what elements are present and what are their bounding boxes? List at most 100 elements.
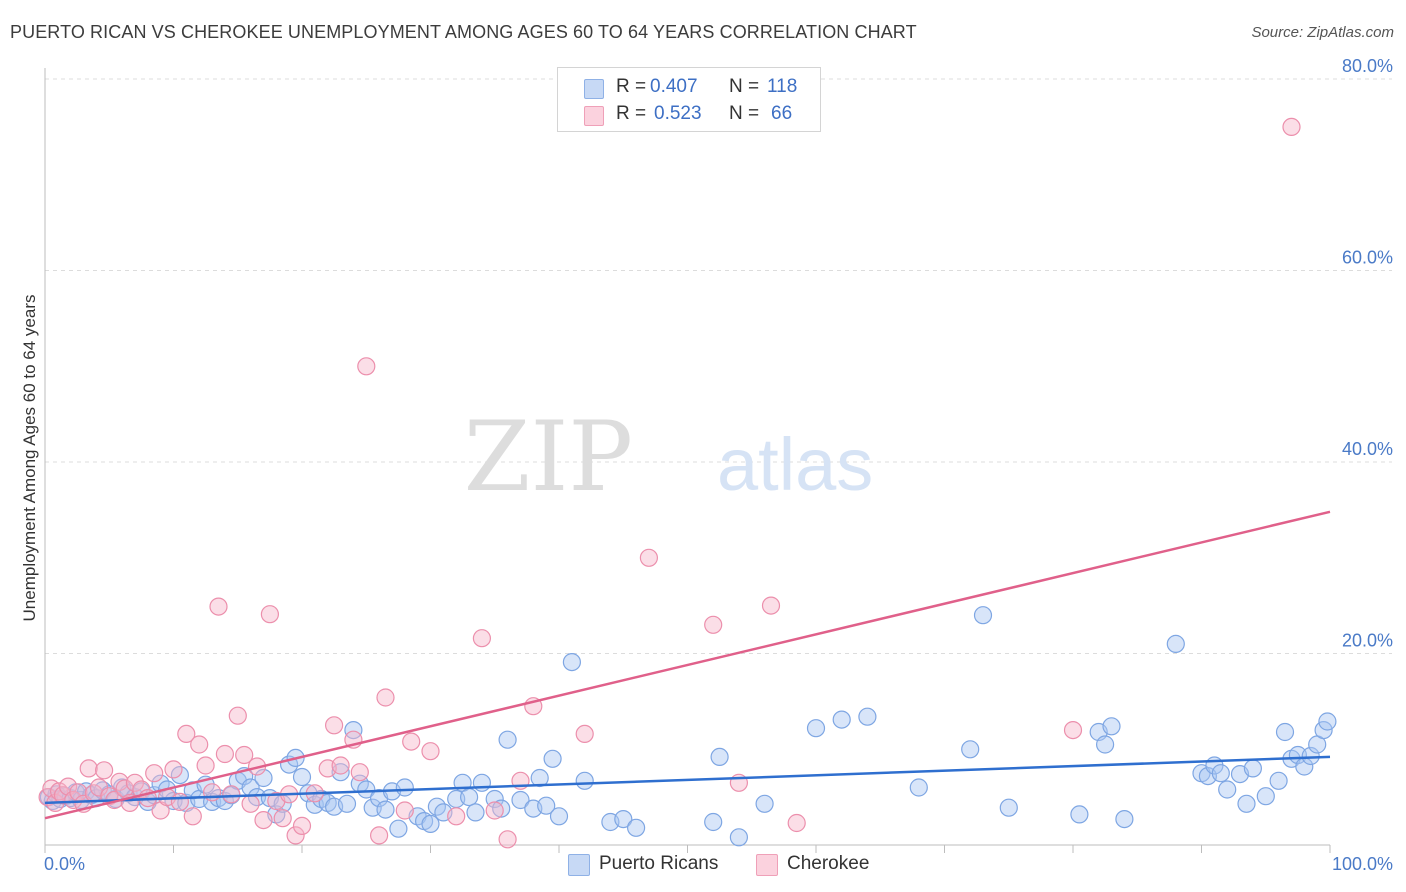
y-tick-label: 20.0% (1342, 631, 1393, 651)
y-tick-label: 40.0% (1342, 439, 1393, 459)
point-cherokee (94, 761, 114, 780)
point-puerto-ricans (1095, 735, 1115, 754)
point-puerto-ricans (1314, 720, 1333, 740)
x-tick-label: 0.0% (44, 854, 85, 874)
trend-line-cherokee (44, 510, 1331, 820)
point-cherokee (575, 724, 594, 744)
point-puerto-ricans (530, 768, 549, 788)
point-cherokee (209, 597, 228, 616)
point-puerto-ricans (858, 707, 877, 726)
point-puerto-ricans (704, 812, 723, 832)
point-cherokee (325, 716, 344, 735)
point-cherokee (183, 807, 202, 826)
point-cherokee (79, 759, 98, 778)
point-puerto-ricans (421, 814, 440, 834)
legend-r-value: 0.407 (650, 76, 698, 97)
point-puerto-ricans (357, 780, 376, 799)
point-puerto-ricans (999, 798, 1018, 817)
point-cherokee (292, 816, 312, 836)
point-cherokee (145, 764, 164, 783)
data-points (38, 117, 1337, 849)
point-cherokee (125, 773, 144, 792)
legend-n-label: N = (729, 76, 760, 97)
gridlines (45, 78, 1392, 654)
point-cherokee (485, 801, 504, 820)
point-puerto-ricans (909, 778, 928, 797)
point-puerto-ricans (511, 790, 530, 810)
point-cherokee (254, 810, 273, 830)
point-puerto-ricans (492, 799, 511, 818)
point-cherokee (170, 792, 189, 812)
point-cherokee (190, 735, 209, 754)
point-puerto-ricans (549, 807, 569, 826)
y-tick-label: 60.0% (1342, 248, 1393, 268)
point-puerto-ricans (344, 720, 363, 740)
point-puerto-ricans (395, 778, 414, 797)
chart-title: PUERTO RICAN VS CHEROKEE UNEMPLOYMENT AM… (10, 22, 917, 42)
point-cherokee (177, 724, 196, 744)
watermark-atlas: atlas (717, 423, 873, 506)
point-puerto-ricans (1301, 746, 1320, 766)
point-cherokee (350, 763, 369, 782)
point-puerto-ricans (247, 787, 267, 807)
legend-r-value: 0.523 (654, 103, 702, 124)
point-cherokee (286, 826, 305, 845)
point-puerto-ricans (254, 768, 273, 788)
point-cherokee (1282, 117, 1301, 137)
point-cherokee (761, 596, 781, 615)
point-cherokee (228, 706, 247, 725)
bottom-legend-swatch-cherokee (756, 854, 778, 876)
point-cherokee (260, 605, 279, 624)
point-cherokee (53, 786, 73, 805)
point-puerto-ricans (729, 828, 749, 847)
point-puerto-ricans (1115, 809, 1134, 829)
legend-n-value: 118 (767, 76, 798, 97)
point-cherokee (498, 830, 517, 849)
point-puerto-ricans (1237, 794, 1256, 813)
point-puerto-ricans (1102, 717, 1121, 736)
point-cherokee (235, 745, 254, 765)
point-puerto-ricans (466, 803, 485, 822)
point-cherokee (273, 809, 292, 828)
point-cherokee (787, 813, 806, 833)
point-puerto-ricans (498, 730, 517, 749)
watermark: ZIP atlas (464, 401, 874, 513)
axes (44, 68, 1331, 853)
watermark-zip: ZIP (464, 401, 633, 513)
legend-swatch-cherokee (584, 106, 604, 126)
bottom-legend-label: Puerto Ricans (599, 853, 719, 874)
correlation-legend: R = 0.407 N = 118 R = 0.523 N = 66 (557, 67, 821, 132)
legend-swatch-puerto-ricans (584, 79, 604, 99)
trend-lines (44, 510, 1331, 820)
x-tick-label: 100.0% (1332, 854, 1393, 874)
legend-r-label: R = (616, 76, 647, 97)
point-puerto-ricans (626, 818, 646, 837)
bottom-legend-swatch-puerto-ricans (568, 854, 590, 876)
point-puerto-ricans (806, 719, 826, 738)
legend-n-value: 66 (771, 103, 793, 124)
point-cherokee (357, 357, 376, 376)
point-cherokee (222, 785, 241, 804)
point-puerto-ricans (562, 652, 582, 672)
point-cherokee (395, 801, 414, 820)
legend-r-label: R = (616, 103, 647, 124)
point-puerto-ricans (1243, 759, 1263, 778)
point-cherokee (331, 756, 350, 775)
point-puerto-ricans (973, 606, 993, 625)
point-puerto-ricans (614, 809, 633, 829)
point-puerto-ricans (337, 794, 357, 813)
point-puerto-ricans (1318, 712, 1337, 731)
point-cherokee (196, 756, 215, 775)
point-cherokee (376, 688, 395, 707)
legend-n-label: N = (729, 103, 760, 124)
point-cherokee (370, 826, 389, 845)
point-cherokee (447, 807, 466, 826)
y-axis-label: Unemployment Among Ages 60 to 64 years (20, 295, 39, 622)
y-tick-label: 80.0% (1342, 56, 1393, 76)
point-puerto-ricans (1218, 780, 1237, 799)
point-puerto-ricans (543, 749, 562, 768)
point-puerto-ricans (460, 787, 479, 807)
point-cherokee (639, 548, 659, 567)
source-label: Source: ZipAtlas.com (1251, 24, 1394, 41)
point-puerto-ricans (755, 794, 774, 813)
